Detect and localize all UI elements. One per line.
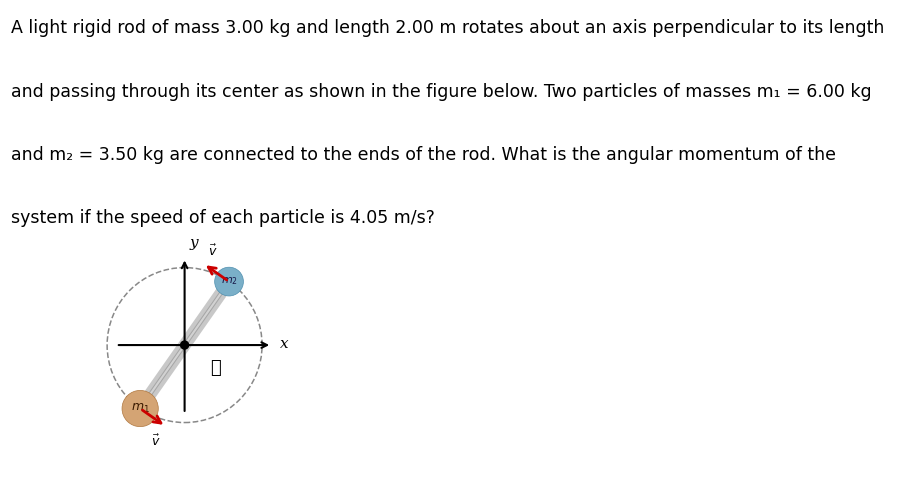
Text: A light rigid rod of mass 3.00 kg and length 2.00 m rotates about an axis perpen: A light rigid rod of mass 3.00 kg and le… <box>11 19 884 37</box>
Text: x: x <box>280 337 288 351</box>
Text: y: y <box>189 236 198 250</box>
Text: ℓ: ℓ <box>210 359 222 377</box>
Text: and passing through its center as shown in the figure below. Two particles of ma: and passing through its center as shown … <box>11 83 871 101</box>
Text: and m₂ = 3.50 kg are connected to the ends of the rod. What is the angular momen: and m₂ = 3.50 kg are connected to the en… <box>11 146 836 164</box>
Text: $m_1$: $m_1$ <box>131 402 150 415</box>
Circle shape <box>181 341 188 349</box>
Text: $\vec{v}$: $\vec{v}$ <box>209 243 218 259</box>
Text: system if the speed of each particle is 4.05 m/s?: system if the speed of each particle is … <box>11 209 435 227</box>
Circle shape <box>122 390 158 427</box>
Text: $\vec{v}$: $\vec{v}$ <box>151 434 161 449</box>
Circle shape <box>215 267 244 296</box>
Text: $m_2$: $m_2$ <box>221 276 237 288</box>
